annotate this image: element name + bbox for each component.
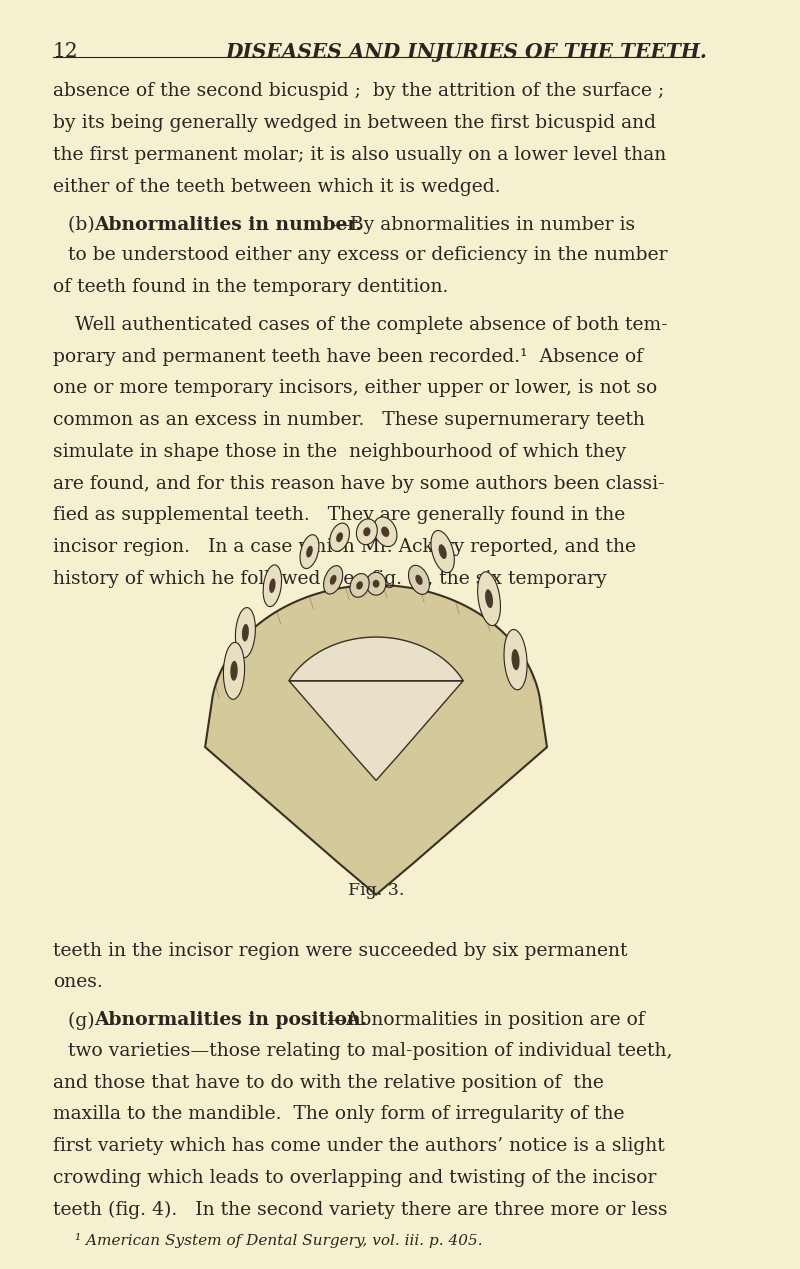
Ellipse shape [363, 527, 370, 537]
Text: first variety which has come under the authors’ notice is a slight: first variety which has come under the a… [53, 1137, 664, 1155]
Ellipse shape [223, 642, 245, 699]
Text: Fig. 3.: Fig. 3. [348, 882, 404, 898]
Text: are found, and for this reason have by some authors been classi-: are found, and for this reason have by s… [53, 475, 664, 492]
Text: by its being generally wedged in between the first bicuspid and: by its being generally wedged in between… [53, 114, 656, 132]
Text: ones.: ones. [53, 973, 102, 991]
Text: teeth in the incisor region were succeeded by six permanent: teeth in the incisor region were succeed… [53, 942, 627, 959]
Ellipse shape [330, 523, 350, 551]
Text: history of which he followed (see fig. 3), the six temporary: history of which he followed (see fig. 3… [53, 570, 606, 588]
Text: the first permanent molar; it is also usually on a lower level than: the first permanent molar; it is also us… [53, 146, 666, 164]
Ellipse shape [374, 516, 397, 547]
Ellipse shape [269, 579, 275, 593]
Text: Abnormalities in number.: Abnormalities in number. [94, 216, 362, 233]
Text: common as an excess in number.   These supernumerary teeth: common as an excess in number. These sup… [53, 411, 645, 429]
Ellipse shape [336, 532, 343, 542]
Ellipse shape [504, 629, 527, 690]
Text: either of the teeth between which it is wedged.: either of the teeth between which it is … [53, 178, 500, 195]
Ellipse shape [511, 648, 519, 670]
Text: porary and permanent teeth have been recorded.¹  Absence of: porary and permanent teeth have been rec… [53, 348, 642, 365]
Text: 12: 12 [53, 42, 78, 61]
Ellipse shape [381, 527, 390, 537]
Ellipse shape [230, 661, 238, 680]
Text: simulate in shape those in the  neighbourhood of which they: simulate in shape those in the neighbour… [53, 443, 626, 461]
Ellipse shape [431, 530, 454, 572]
Ellipse shape [235, 608, 255, 657]
Text: —By abnormalities in number is: —By abnormalities in number is [331, 216, 635, 233]
Text: Well authenticated cases of the complete absence of both tem-: Well authenticated cases of the complete… [75, 316, 668, 334]
Ellipse shape [356, 581, 363, 590]
Ellipse shape [242, 624, 249, 642]
Ellipse shape [438, 544, 446, 560]
Text: and those that have to do with the relative position of  the: and those that have to do with the relat… [53, 1074, 603, 1091]
Text: —Abnormalities in position are of: —Abnormalities in position are of [327, 1011, 645, 1029]
Text: teeth (fig. 4).   In the second variety there are three more or less: teeth (fig. 4). In the second variety th… [53, 1200, 667, 1218]
Ellipse shape [366, 572, 386, 595]
Text: incisor region.   In a case which Mr. Ackery reported, and the: incisor region. In a case which Mr. Acke… [53, 538, 636, 556]
Ellipse shape [485, 589, 493, 608]
Text: Abnormalities in position.: Abnormalities in position. [94, 1011, 367, 1029]
Text: fied as supplemental teeth.   They are generally found in the: fied as supplemental teeth. They are gen… [53, 506, 625, 524]
Ellipse shape [350, 574, 369, 598]
Text: two varieties—those relating to mal-position of individual teeth,: two varieties—those relating to mal-posi… [68, 1042, 672, 1060]
Text: of teeth found in the temporary dentition.: of teeth found in the temporary dentitio… [53, 278, 448, 296]
Text: one or more temporary incisors, either upper or lower, is not so: one or more temporary incisors, either u… [53, 379, 657, 397]
Ellipse shape [306, 546, 313, 557]
Text: crowding which leads to overlapping and twisting of the incisor: crowding which leads to overlapping and … [53, 1169, 656, 1187]
Text: maxilla to the mandible.  The only form of irregularity of the: maxilla to the mandible. The only form o… [53, 1105, 624, 1123]
Text: (b): (b) [68, 216, 101, 233]
Ellipse shape [323, 566, 342, 594]
Text: absence of the second bicuspid ;  by the attrition of the surface ;: absence of the second bicuspid ; by the … [53, 82, 664, 100]
Text: (g): (g) [68, 1011, 100, 1029]
Ellipse shape [263, 565, 282, 607]
Ellipse shape [300, 534, 319, 569]
Ellipse shape [409, 565, 430, 594]
Ellipse shape [415, 575, 422, 585]
Ellipse shape [373, 580, 379, 588]
Polygon shape [289, 637, 463, 780]
Ellipse shape [478, 572, 501, 626]
Ellipse shape [330, 575, 337, 585]
Polygon shape [205, 585, 547, 895]
Text: to be understood either any excess or deficiency in the number: to be understood either any excess or de… [68, 246, 667, 264]
Text: ¹ American System of Dental Surgery, vol. iii. p. 405.: ¹ American System of Dental Surgery, vol… [75, 1233, 483, 1249]
Ellipse shape [357, 519, 378, 544]
Text: DISEASES AND INJURIES OF THE TEETH.: DISEASES AND INJURIES OF THE TEETH. [226, 42, 707, 62]
